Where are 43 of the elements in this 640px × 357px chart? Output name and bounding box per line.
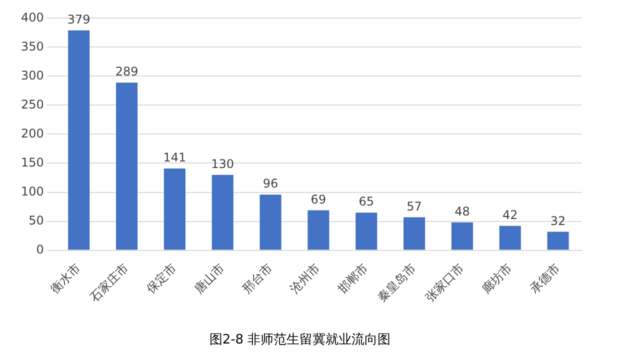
bar (547, 232, 569, 250)
x-tick-label: 沧州市 (287, 260, 323, 296)
x-tick-label: 唐山市 (192, 260, 227, 296)
y-tick-label: 50 (28, 213, 44, 228)
x-tick-label: 邯郸市 (335, 260, 371, 296)
data-label: 32 (550, 214, 566, 228)
x-tick-label: 张家口市 (422, 260, 467, 305)
bar (451, 222, 473, 250)
y-tick-label: 100 (21, 184, 44, 198)
y-tick-label: 400 (21, 10, 44, 24)
x-tick-label: 保定市 (144, 260, 180, 296)
x-tick-label: 衡水市 (48, 260, 84, 296)
x-tick-label: 石家庄市 (87, 260, 132, 305)
x-tick-label: 秦皇岛市 (374, 260, 419, 305)
x-tick-label: 承德市 (527, 260, 562, 296)
data-label: 42 (502, 208, 518, 222)
data-label: 130 (211, 156, 234, 171)
data-label: 289 (115, 64, 138, 79)
text: 图2-8 非师范生留冀就业流向图 (209, 332, 391, 348)
bar (212, 174, 234, 250)
bar (308, 210, 330, 250)
data-label: 57 (406, 199, 422, 214)
x-tick-label: 廊坊市 (479, 260, 514, 296)
bar (164, 168, 186, 250)
data-label: 65 (358, 194, 374, 209)
data-label: 379 (67, 12, 90, 27)
bar (499, 226, 521, 250)
bar (116, 82, 138, 250)
data-label: 48 (454, 204, 470, 219)
data-label: 69 (310, 192, 326, 206)
y-tick-label: 200 (21, 126, 44, 140)
bar (260, 194, 282, 250)
y-tick-label: 0 (36, 242, 44, 256)
y-tick-label: 350 (21, 39, 44, 54)
y-tick-label: 250 (21, 97, 44, 112)
y-tick-label: 150 (21, 155, 44, 170)
bar (356, 212, 378, 250)
x-tick-label: 邢台市 (240, 260, 275, 296)
data-label: 96 (262, 176, 278, 191)
data-label: 141 (163, 150, 186, 165)
bar (68, 30, 90, 250)
bar (404, 217, 426, 250)
y-tick-label: 300 (21, 68, 44, 82)
